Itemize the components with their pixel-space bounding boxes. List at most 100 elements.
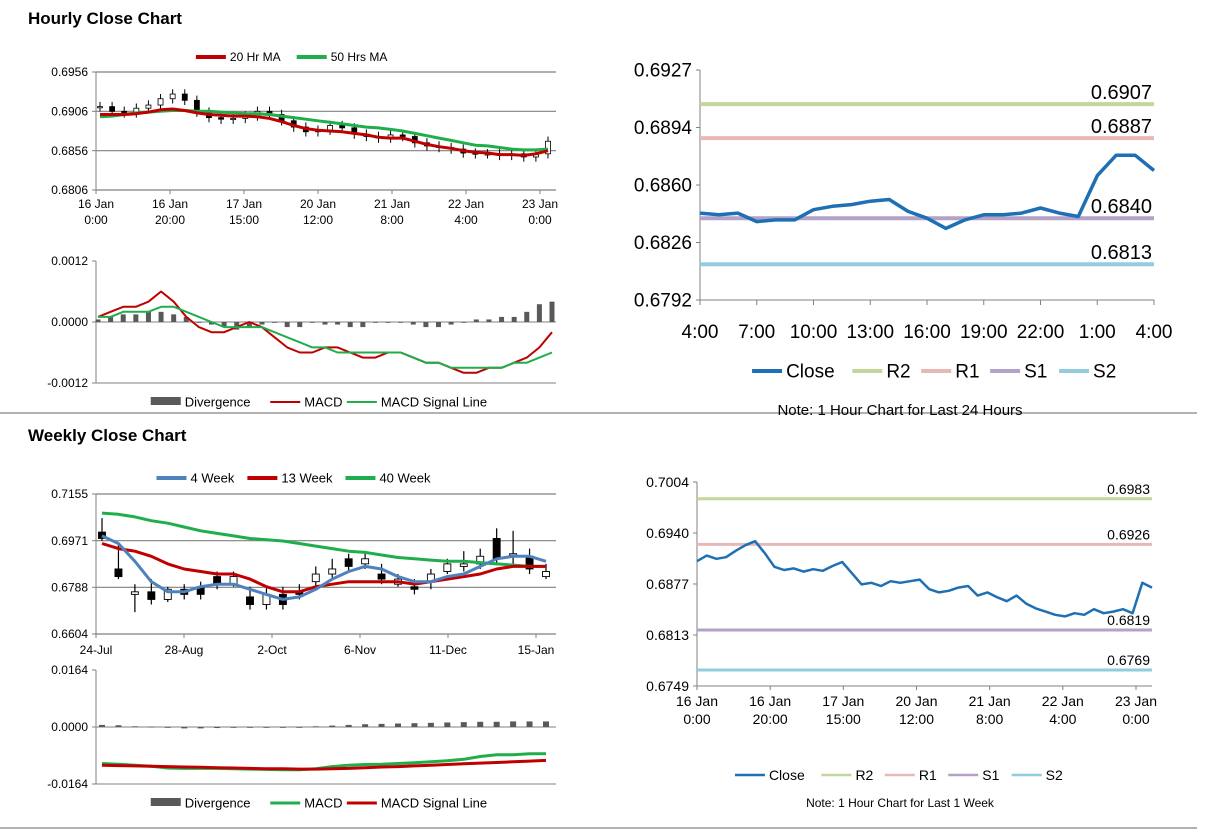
hourly-macd-divergence-bar	[536, 304, 542, 322]
hourly-candle-body	[145, 104, 152, 109]
weekly-macd-legend-label: Divergence	[185, 796, 251, 811]
weekly-macd-divergence-bar	[329, 725, 336, 727]
weekly-macd-divergence-bar	[279, 727, 286, 728]
weekly-macd-ytick-label: 0.0164	[51, 663, 88, 677]
weekly-macd-divergence-bar	[263, 727, 270, 728]
weekly-macd-divergence-bar	[164, 727, 171, 728]
weekly-candle-body	[492, 538, 501, 560]
weekly-macd-divergence-bar	[526, 721, 533, 727]
hourly-macd-divergence-bar	[297, 322, 303, 328]
hourly-macd-legend-swatch	[150, 397, 181, 405]
weekly-macd-divergence-bar	[197, 727, 204, 729]
hourly-macd-divergence-bar	[259, 322, 265, 325]
weekly-levels-ytick-label: 0.6877	[646, 576, 689, 592]
hourly-price-ytick-label: 0.6956	[51, 65, 88, 79]
hourly-candle-body	[181, 93, 188, 101]
weekly-candle-body	[328, 568, 337, 575]
weekly-levels-ytick-label: 0.7004	[646, 474, 689, 490]
weekly-price-ytick-label: 0.6604	[51, 627, 88, 641]
hourly-macd-divergence-bar	[221, 322, 227, 328]
weekly-levels-xtick-label: 23 Jan	[1115, 693, 1157, 709]
hourly-macd-divergence-bar	[335, 322, 341, 325]
weekly-candle-body	[542, 571, 550, 578]
weekly-macd-divergence-bar	[247, 727, 253, 728]
hourly-price-xtick-label: 0:00	[528, 213, 552, 227]
hourly-macd-divergence-bar	[158, 311, 164, 322]
weekly-macd-divergence-bar	[493, 721, 500, 727]
weekly-price-ytick-label: 0.6971	[51, 534, 88, 548]
weekly-candle-body	[443, 563, 452, 572]
hourly-macd-divergence-bar	[372, 322, 378, 323]
weekly-macd-legend-swatch	[150, 798, 181, 806]
hourly-levels-level-label-r2: 0.6907	[1091, 82, 1152, 104]
weekly-macd-ytick-label: 0.0000	[51, 720, 88, 734]
weekly-40wk-line	[101, 511, 546, 568]
hourly-macd-legend-label: Divergence	[185, 395, 251, 410]
hourly-levels-xtick-label: 7:00	[738, 322, 775, 343]
hourly-macd-divergence-bar	[524, 311, 530, 322]
weekly-macd-divergence-bar	[477, 721, 484, 727]
weekly-candle-body	[246, 596, 254, 605]
weekly-macd-legend-label: MACD	[304, 796, 342, 811]
hourly-macd-divergence-bar	[398, 322, 404, 323]
hourly-macd-ytick-label: 0.0000	[51, 315, 88, 329]
hourly-macd-divergence-bar	[145, 311, 151, 322]
weekly-macd-divergence-bar	[411, 723, 418, 727]
weekly-price-legend-label: 13 Week	[281, 471, 333, 486]
weekly-levels-level-label-r2: 0.6983	[1107, 481, 1150, 497]
weekly-levels-xtick-label: 22 Jan	[1042, 693, 1084, 709]
weekly-levels-ytick-label: 0.6749	[646, 678, 689, 694]
hourly-levels-level-label-r1: 0.6887	[1091, 116, 1152, 138]
hourly-macd-divergence-bar	[209, 322, 214, 325]
hourly-levels-xtick-label: 4:00	[1136, 322, 1173, 343]
hourly-candle-body	[121, 110, 128, 114]
hourly-candle-body	[218, 117, 224, 120]
hourly-price-legend-label: 50 Hrs MA	[331, 50, 388, 64]
weekly-macd-divergence-bar	[99, 724, 105, 727]
hourly-macd-divergence-bar	[410, 322, 416, 325]
weekly-candle-body	[130, 591, 139, 595]
weekly-candle-body	[377, 573, 386, 580]
weekly-levels-ytick-label: 0.6813	[646, 627, 689, 643]
hourly-macd-divergence-bar	[246, 322, 252, 328]
weekly-macd-divergence-bar	[427, 722, 434, 727]
weekly-levels-legend-label: R2	[855, 767, 873, 783]
hourly-levels-legend-label: S1	[1024, 362, 1047, 383]
hourly-levels-xtick-label: 10:00	[790, 322, 838, 343]
hourly-price-ytick-label: 0.6806	[51, 183, 88, 197]
hourly-levels-xtick-label: 13:00	[846, 322, 894, 343]
hourly-levels-xtick-label: 22:00	[1017, 322, 1065, 343]
hourly-macd-ytick-label: -0.0012	[47, 376, 88, 390]
hourly-macd-divergence-bar	[183, 316, 189, 322]
weekly-candle-body	[147, 591, 156, 600]
hourly-price-xtick-label: 15:00	[229, 213, 259, 227]
weekly-price-legend-label: 40 Week	[379, 471, 431, 486]
hourly-price-xtick-label: 16 Jan	[78, 197, 114, 211]
weekly-price-xtick-label: 6-Nov	[344, 643, 376, 657]
hourly-section-title: Hourly Close Chart	[28, 9, 182, 28]
hourly-macd-divergence-bar	[347, 322, 353, 328]
weekly-macd-divergence-bar	[543, 721, 549, 727]
hourly-macd-divergence-bar	[133, 314, 139, 322]
hourly-levels-level-label-s1: 0.6840	[1091, 196, 1152, 218]
hourly-price-xtick-label: 20:00	[155, 213, 185, 227]
weekly-candle-body	[311, 573, 320, 583]
weekly-macd-divergence-bar	[230, 727, 237, 728]
hourly-levels-level-label-s2: 0.6813	[1091, 242, 1152, 264]
hourly-levels-close-line	[699, 153, 1156, 231]
hourly-candle-body	[339, 125, 346, 129]
weekly-levels-legend-label: S2	[1046, 767, 1063, 783]
hourly-levels-ytick-label: 0.6792	[634, 291, 692, 312]
weekly-levels-close-line	[696, 539, 1153, 618]
weekly-levels-note: Note: 1 Hour Chart for Last 1 Week	[806, 796, 995, 810]
weekly-candle-body	[98, 531, 106, 539]
hourly-levels-legend-label: R1	[955, 362, 979, 383]
hourly-macd-divergence-bar	[511, 316, 517, 322]
hourly-macd-divergence-bar	[461, 322, 467, 323]
weekly-levels-xtick-label: 16 Jan	[749, 693, 791, 709]
weekly-macd-divergence-bar	[444, 722, 451, 727]
weekly-levels-xtick-label: 0:00	[1122, 711, 1149, 727]
weekly-levels-level-label-s2: 0.6769	[1107, 652, 1150, 668]
weekly-price-xtick-label: 11-Dec	[429, 643, 467, 657]
